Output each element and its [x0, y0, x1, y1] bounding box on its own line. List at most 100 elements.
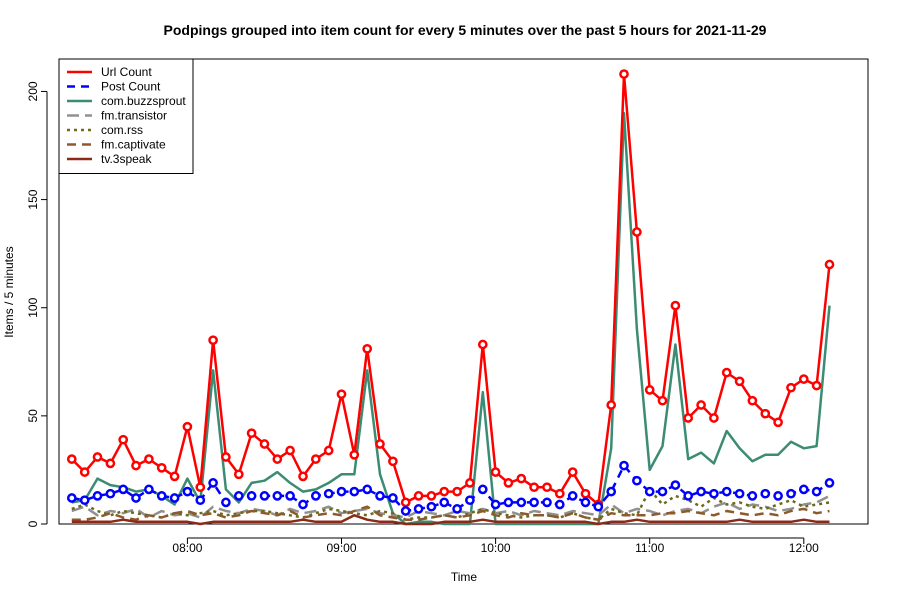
- data-point: [310, 491, 321, 501]
- data-point: [285, 445, 295, 456]
- data-point: [567, 467, 578, 477]
- data-point: [272, 454, 283, 464]
- data-point: [747, 491, 758, 501]
- data-point: [683, 491, 694, 501]
- data-point: [490, 499, 501, 510]
- data-point: [105, 488, 116, 499]
- data-point: [696, 486, 706, 497]
- data-point: [824, 478, 835, 488]
- data-point: [349, 486, 360, 497]
- series-layer: [66, 69, 835, 526]
- legend-box: [58, 58, 194, 174]
- data-point: [554, 488, 565, 499]
- data-point: [516, 497, 527, 508]
- y-tick-label: 200: [26, 81, 40, 101]
- legend-item: fm.transistor: [67, 109, 167, 123]
- data-point: [644, 385, 655, 395]
- data-point: [811, 486, 822, 497]
- series-line-tv-3speak: [71, 514, 830, 526]
- x-axis-label: Time: [451, 570, 478, 584]
- data-point: [413, 491, 424, 501]
- data-point: [606, 486, 617, 497]
- data-point: [79, 467, 90, 477]
- data-point: [349, 449, 360, 460]
- series-tv-3speak: [71, 514, 830, 526]
- data-point: [542, 497, 552, 508]
- series-line-post-count: [71, 464, 831, 513]
- data-point: [400, 497, 411, 508]
- data-point: [118, 434, 129, 445]
- data-point: [670, 480, 681, 490]
- data-point: [259, 491, 270, 501]
- data-point: [593, 501, 604, 512]
- data-point: [285, 491, 295, 501]
- data-point: [195, 495, 206, 506]
- data-point: [452, 504, 462, 514]
- data-point: [696, 400, 706, 410]
- data-point: [670, 300, 681, 311]
- data-point: [760, 408, 771, 419]
- y-tick-label: 50: [26, 409, 40, 423]
- data-point: [824, 259, 835, 270]
- data-point: [144, 454, 154, 464]
- data-point: [632, 227, 642, 237]
- data-point: [811, 380, 822, 391]
- data-point: [554, 499, 565, 510]
- y-tick-label: 150: [26, 189, 40, 209]
- series-fm-captivate: [71, 505, 830, 521]
- data-point: [79, 495, 90, 506]
- data-point: [452, 486, 462, 497]
- data-point: [259, 439, 270, 449]
- data-point: [709, 413, 719, 423]
- data-point: [606, 400, 617, 410]
- data-point: [721, 486, 732, 497]
- data-point: [233, 491, 244, 501]
- data-point: [760, 488, 771, 499]
- series-post-count: [66, 460, 835, 516]
- data-point: [298, 471, 308, 482]
- y-tick-label: 100: [26, 297, 40, 317]
- data-point: [66, 493, 77, 503]
- data-point: [542, 482, 552, 493]
- data-point: [298, 499, 308, 510]
- legend-label: fm.captivate: [101, 138, 166, 152]
- x-tick-label: 11:00: [635, 541, 664, 555]
- data-point: [221, 497, 231, 508]
- data-point: [246, 491, 257, 501]
- legend-item: com.rss: [67, 123, 143, 137]
- data-point: [144, 484, 154, 495]
- data-point: [657, 395, 668, 406]
- series-line-fm-captivate: [71, 505, 830, 521]
- data-point: [362, 484, 373, 495]
- data-point: [657, 486, 668, 497]
- x-axis: 08:00 09:00 10:00 11:00 12:00: [172, 537, 819, 555]
- data-point: [388, 493, 398, 503]
- data-point: [465, 478, 475, 488]
- legend-label: fm.transistor: [101, 109, 167, 123]
- data-point: [131, 460, 141, 471]
- series-com-rss: [71, 488, 830, 521]
- data-point: [105, 458, 116, 469]
- data-point: [773, 491, 783, 501]
- series-line-com-rss: [71, 488, 830, 521]
- data-point: [798, 374, 809, 384]
- data-point: [169, 493, 180, 503]
- data-point: [400, 506, 411, 516]
- legend-label: com.rss: [101, 123, 143, 137]
- data-point: [465, 495, 475, 506]
- data-point: [413, 504, 424, 514]
- data-point: [66, 454, 77, 464]
- data-point: [567, 491, 578, 501]
- data-point: [786, 382, 796, 393]
- data-point: [529, 482, 539, 493]
- data-point: [208, 335, 218, 346]
- data-point: [336, 389, 347, 400]
- data-point: [477, 484, 488, 495]
- data-point: [490, 467, 501, 477]
- x-tick-label: 10:00: [481, 541, 511, 555]
- legend-item: tv.3speak: [67, 152, 152, 166]
- series-url-count: [66, 69, 835, 510]
- data-point: [156, 462, 167, 473]
- legend-label: Post Count: [101, 80, 161, 94]
